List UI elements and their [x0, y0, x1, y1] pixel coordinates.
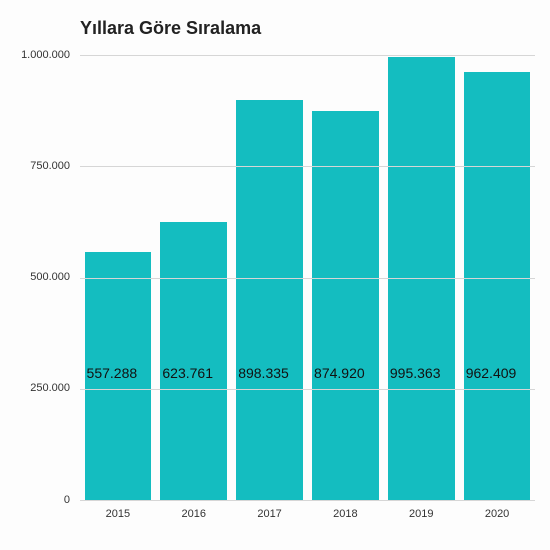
- bar: [388, 57, 455, 500]
- x-axis-label: 2020: [459, 508, 535, 520]
- gridline: [80, 55, 535, 56]
- x-axis-label: 2019: [383, 508, 459, 520]
- y-axis-label: 0: [0, 494, 70, 506]
- chart-title: Yıllara Göre Sıralama: [80, 18, 261, 39]
- y-axis-label: 500.000: [0, 271, 70, 283]
- gridline: [80, 166, 535, 167]
- x-axis-label: 2016: [156, 508, 232, 520]
- value-label: 623.761: [162, 365, 213, 381]
- value-label: 995.363: [390, 365, 441, 381]
- value-label: 874.920: [314, 365, 365, 381]
- value-label: 557.288: [87, 365, 138, 381]
- value-label: 962.409: [466, 365, 517, 381]
- x-axis-label: 2017: [232, 508, 308, 520]
- bar: [312, 111, 379, 500]
- y-axis-label: 250.000: [0, 382, 70, 394]
- bar: [160, 222, 227, 500]
- x-axis-label: 2018: [308, 508, 384, 520]
- bar: [236, 100, 303, 500]
- x-axis-label: 2015: [80, 508, 156, 520]
- y-axis-label: 1.000.000: [0, 49, 70, 61]
- y-axis-label: 750.000: [0, 160, 70, 172]
- gridline: [80, 389, 535, 390]
- gridline: [80, 278, 535, 279]
- bar: [464, 72, 531, 500]
- gridline: [80, 500, 535, 501]
- value-label: 898.335: [238, 365, 289, 381]
